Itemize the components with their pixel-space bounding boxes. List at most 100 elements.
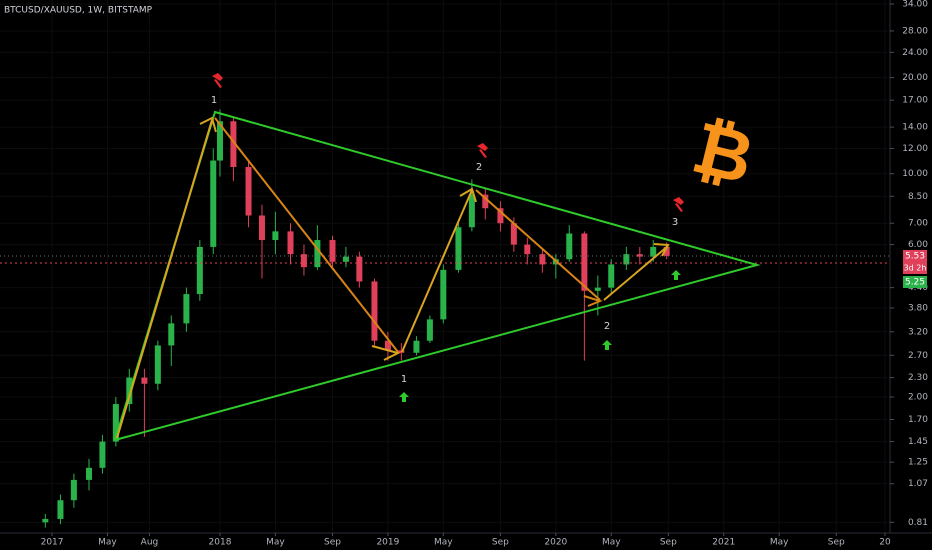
y-tick-label: 20.00 — [902, 73, 928, 83]
candle-body — [314, 240, 321, 268]
candle-body — [216, 121, 223, 161]
candle-body — [524, 244, 531, 255]
arrow-head — [653, 243, 670, 257]
candle-body — [440, 269, 447, 320]
y-tick-label: 1.25 — [908, 458, 928, 468]
candle-body — [539, 254, 546, 265]
sell-flag — [212, 73, 223, 88]
x-tick-label: May — [266, 538, 285, 548]
y-tick-label: 1.07 — [908, 479, 928, 489]
price-box — [903, 276, 927, 288]
candle-body — [426, 319, 433, 341]
y-tick-label: 17.00 — [902, 96, 928, 106]
candle-body — [371, 281, 378, 341]
y-tick-label: 24.00 — [902, 48, 928, 58]
candle-body — [566, 233, 573, 260]
y-tick-label: 3.80 — [908, 303, 928, 313]
wave-label: 2 — [604, 321, 610, 332]
candle-body — [272, 231, 279, 241]
y-tick-label: 4.40 — [908, 283, 928, 293]
candle-body — [57, 500, 64, 519]
candle-body — [594, 287, 601, 291]
candle-body — [468, 194, 475, 228]
buy-arrow — [671, 270, 681, 280]
y-tick-label: 1.70 — [908, 415, 928, 425]
candle-body — [99, 441, 106, 468]
candle-body — [329, 240, 336, 262]
candle-body — [608, 264, 615, 288]
x-tick-label: May — [602, 538, 621, 548]
candle-body — [413, 340, 420, 353]
candle-body — [663, 246, 670, 256]
chart-title: BTCUSD/XAUUSD, 1W, BITSTAMP — [4, 6, 153, 16]
wave-arrow — [401, 189, 473, 353]
candle-body — [342, 256, 349, 262]
x-tick-label: May — [770, 538, 789, 548]
x-tick-label: Sep — [324, 538, 341, 548]
arrow-head — [199, 116, 217, 133]
sell-flag — [673, 197, 684, 212]
candle-body — [112, 404, 119, 442]
x-tick-label: Aug — [141, 538, 159, 548]
candle-body — [650, 246, 657, 257]
y-tick-label: 2.00 — [908, 392, 928, 402]
y-tick-label: 2.70 — [908, 351, 928, 361]
y-tick-label: 10.00 — [902, 169, 928, 179]
y-tick-label: 0.81 — [908, 518, 928, 528]
buy-arrows — [399, 270, 681, 402]
y-tick-label: 14.00 — [902, 123, 928, 133]
candle-body — [196, 246, 203, 295]
x-tick-label: 2018 — [209, 538, 232, 548]
second-price-label: 5.25 — [905, 278, 925, 288]
candle-body — [245, 166, 252, 216]
candle-body — [300, 254, 307, 268]
sell-flags — [212, 73, 684, 212]
x-tick-label: Sep — [828, 538, 845, 548]
wave-arrow — [116, 119, 213, 439]
candle-body — [42, 518, 49, 523]
wave-arrow — [214, 117, 399, 353]
price-box — [903, 250, 927, 262]
y-tick-label: 34.00 — [902, 0, 928, 10]
candle-body — [210, 160, 217, 247]
x-tick-label: Sep — [492, 538, 509, 548]
candle-body — [168, 323, 175, 346]
y-tick-label: 1.45 — [908, 437, 928, 447]
candle-body — [154, 345, 161, 384]
candle-body — [183, 294, 190, 324]
y-tick-label: 3.20 — [908, 327, 928, 337]
y-tick-label: 28.00 — [902, 26, 928, 36]
countdown: 3d 2h — [904, 264, 927, 273]
x-tick-label: 2020 — [544, 538, 567, 548]
x-tick-label: Sep — [660, 538, 677, 548]
x-tick-label: 20 — [879, 538, 891, 548]
wave-arrow — [603, 245, 669, 301]
x-tick-label: 2021 — [712, 538, 735, 548]
candle-body — [482, 194, 489, 209]
wave-label: 1 — [211, 95, 217, 106]
candle-body — [581, 233, 588, 291]
candle-body — [70, 479, 77, 501]
candle-body — [141, 377, 148, 384]
candle-body — [623, 254, 630, 265]
arrow-head — [459, 187, 477, 203]
sell-flag — [477, 143, 488, 158]
buy-arrow — [602, 340, 612, 350]
arrow-head — [583, 295, 603, 307]
y-tick-label: 12.00 — [902, 144, 928, 154]
wave-arrow — [475, 189, 601, 301]
wave-label: 1 — [401, 374, 407, 385]
y-tick-label: 2.30 — [908, 373, 928, 383]
last-price-label: 5.53 — [905, 252, 925, 262]
candle-body — [287, 231, 294, 255]
candle-body — [86, 467, 92, 480]
wave-label: 3 — [672, 217, 678, 228]
x-tick-label: May — [434, 538, 453, 548]
axes: 34.0028.0024.0020.0017.0014.0012.0010.00… — [41, 0, 929, 548]
arrow-head — [371, 345, 401, 361]
price-boxes: 5.53 3d 2h 5.25 — [903, 250, 927, 288]
wave-label: 2 — [476, 162, 482, 173]
